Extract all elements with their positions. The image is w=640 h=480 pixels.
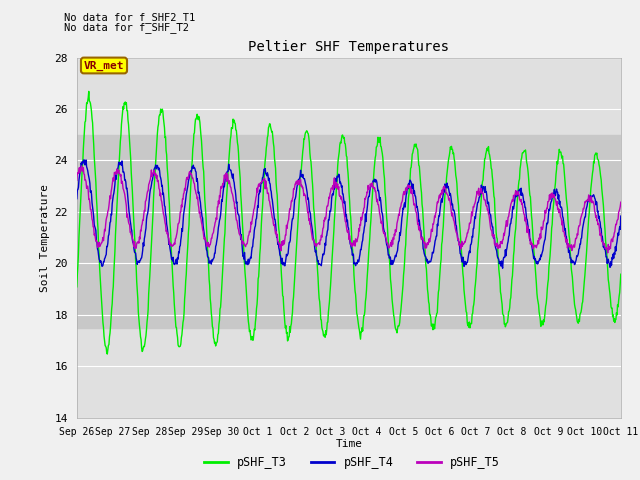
Text: No data for f_SHF_T2: No data for f_SHF_T2: [64, 22, 189, 33]
Bar: [77, 135, 621, 328]
Text: VR_met: VR_met: [84, 60, 124, 71]
Y-axis label: Soil Temperature: Soil Temperature: [40, 184, 50, 291]
Title: Peltier SHF Temperatures: Peltier SHF Temperatures: [248, 40, 449, 54]
Legend: pSHF_T3, pSHF_T4, pSHF_T5: pSHF_T3, pSHF_T4, pSHF_T5: [199, 452, 505, 474]
Text: No data for f_SHF2_T1: No data for f_SHF2_T1: [64, 12, 195, 23]
X-axis label: Time: Time: [335, 439, 362, 449]
